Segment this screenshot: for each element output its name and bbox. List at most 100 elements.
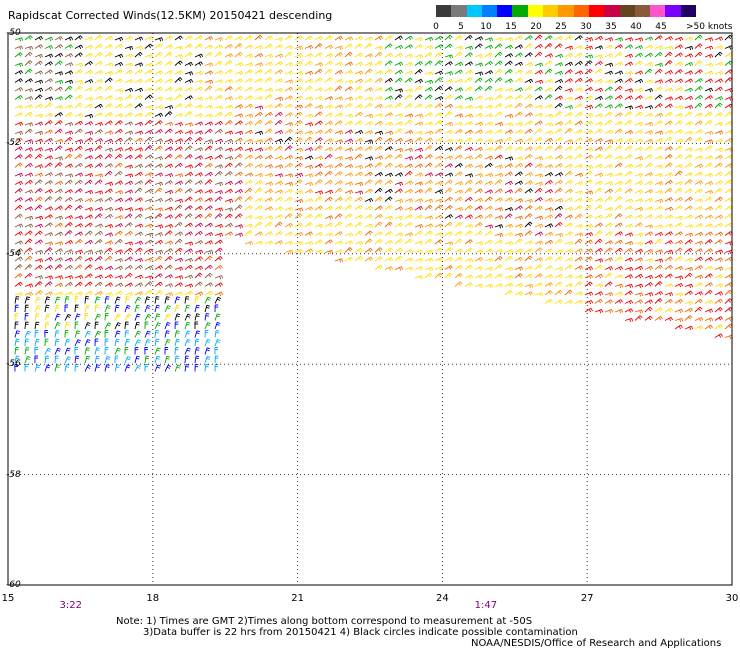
wind-barb [474, 214, 483, 219]
wind-barb [164, 214, 173, 219]
wind-barb [274, 180, 284, 186]
wind-barb [514, 198, 524, 203]
wind-barb [234, 180, 243, 185]
wind-barb [104, 214, 113, 219]
wind-barb [554, 187, 563, 194]
wind-barb [214, 95, 223, 100]
wind-barb [494, 207, 504, 212]
wind-barb [294, 156, 304, 161]
wind-barb [314, 77, 323, 83]
wind-barb [84, 290, 93, 296]
wind-barb [294, 70, 304, 76]
wind-barb [224, 86, 233, 92]
wind-barb [724, 77, 733, 83]
wind-barb [344, 113, 354, 119]
wind-barb [474, 257, 483, 262]
wind-barb [364, 139, 374, 144]
wind-barb [604, 129, 614, 135]
wind-barb [104, 138, 114, 144]
wind-barb [484, 266, 494, 272]
wind-barb [524, 120, 533, 126]
wind-barb [654, 51, 663, 58]
wind-barb [664, 206, 674, 212]
wind-barb [144, 355, 150, 364]
wind-barb [454, 154, 463, 160]
wind-barb [94, 78, 104, 84]
wind-barb [84, 197, 94, 203]
wind-barb [614, 61, 624, 66]
wind-barb [54, 172, 64, 177]
wind-barb [404, 238, 413, 245]
wind-barb [534, 273, 543, 279]
wind-barb [44, 364, 51, 372]
wind-barb [524, 137, 533, 143]
wind-barb [144, 105, 154, 110]
wind-barb [174, 204, 183, 211]
wind-barb [284, 51, 293, 58]
wind-barb [204, 347, 211, 355]
wind-barb [344, 204, 353, 211]
wind-barb [394, 172, 403, 177]
wind-barb [484, 155, 494, 161]
wind-barb [34, 188, 43, 194]
wind-barb [654, 138, 663, 143]
wind-barb [324, 196, 333, 202]
wind-barb [644, 315, 653, 321]
wind-barb [114, 61, 124, 67]
wind-barb [94, 256, 103, 262]
wind-barb [394, 163, 404, 169]
wind-barb [174, 70, 184, 75]
wind-barb [644, 248, 654, 254]
wind-barb [594, 197, 604, 203]
wind-barb [304, 78, 314, 84]
wind-barb [194, 249, 204, 254]
wind-barb [134, 213, 143, 219]
wind-barb [394, 88, 404, 93]
wind-barb [474, 36, 483, 41]
wind-barb [524, 172, 534, 177]
wind-barb [184, 43, 193, 49]
wind-barb [54, 120, 63, 126]
wind-barb [234, 232, 244, 237]
wind-barb [124, 338, 130, 347]
wind-barb [644, 105, 654, 110]
wind-barb [704, 282, 713, 287]
wind-barb [294, 179, 303, 185]
wind-barb [14, 240, 24, 245]
wind-barb [424, 112, 433, 117]
wind-barb [564, 188, 573, 194]
wind-barb [704, 214, 714, 220]
wind-barb [194, 240, 203, 245]
wind-barb [394, 222, 403, 228]
wind-barb [24, 189, 34, 194]
wind-barb [634, 198, 644, 203]
wind-barb [514, 122, 524, 127]
wind-barb [374, 130, 384, 136]
wind-barb [644, 206, 654, 211]
wind-barb [44, 329, 49, 338]
wind-barb [184, 52, 193, 58]
wind-barb [664, 78, 673, 83]
wind-barb [384, 162, 393, 168]
wind-barb [394, 61, 404, 67]
wind-barb [34, 338, 40, 347]
wind-barb [604, 206, 614, 212]
wind-barb [84, 355, 91, 364]
wind-barb [34, 204, 43, 211]
wind-barb [84, 296, 89, 304]
wind-barb [564, 289, 573, 296]
wind-barb [584, 190, 594, 195]
wind-barb [484, 77, 493, 83]
wind-barb [504, 69, 513, 75]
wind-barb [124, 282, 133, 287]
wind-barb [94, 223, 104, 228]
wind-barb [514, 180, 523, 185]
wind-barb [544, 248, 553, 253]
wind-barb [214, 164, 224, 169]
wind-barb [84, 96, 94, 102]
wind-barb [614, 231, 623, 236]
wind-barb [104, 163, 113, 168]
wind-barb [174, 330, 180, 338]
wind-barb [684, 36, 694, 41]
